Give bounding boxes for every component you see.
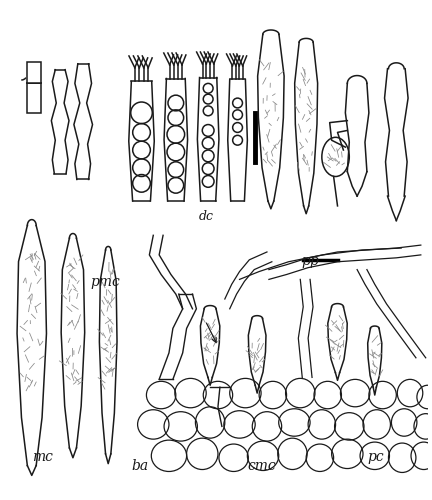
Text: pc: pc xyxy=(367,450,384,464)
Text: dc: dc xyxy=(198,210,213,222)
Bar xyxy=(27,84,41,113)
Text: mc: mc xyxy=(32,450,53,464)
Text: pp: pp xyxy=(301,254,319,268)
Text: pmc: pmc xyxy=(91,275,120,289)
Bar xyxy=(27,62,41,84)
Text: ba: ba xyxy=(132,460,149,473)
Text: cmc: cmc xyxy=(248,460,276,473)
